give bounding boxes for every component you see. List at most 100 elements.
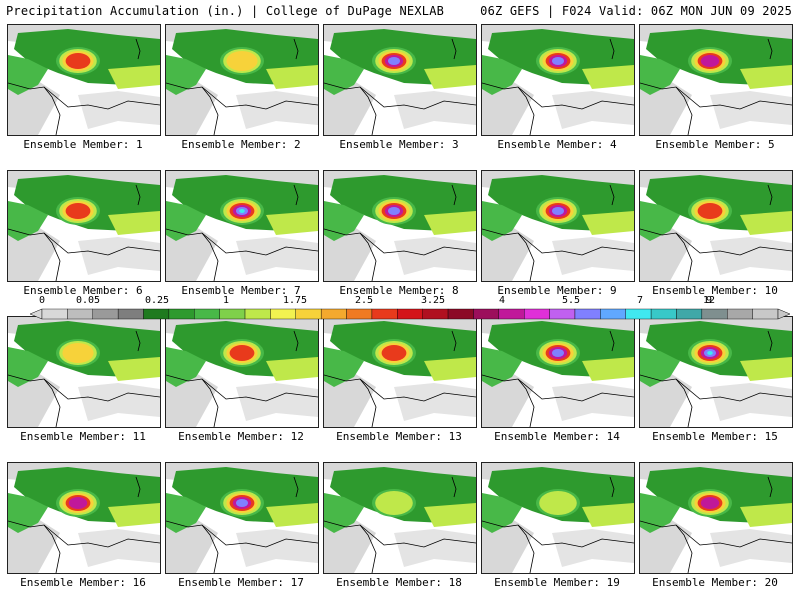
colorbar-bin <box>727 308 753 320</box>
lake-outline <box>293 184 299 206</box>
state-border <box>43 232 160 256</box>
colorbar-bin <box>498 308 525 320</box>
colorbar-tick-label: 0 <box>38 295 46 306</box>
precip-core <box>220 339 264 367</box>
lake-outline <box>767 330 773 352</box>
model-run-info: 06Z GEFS | F024 Valid: 06Z MON JUN 09 20… <box>480 4 792 18</box>
state-border <box>359 86 476 110</box>
map-panel <box>165 462 319 574</box>
ensemble-member-label: Ensemble Member: 16 <box>20 576 146 589</box>
map-panel <box>323 170 477 282</box>
colorbar-bin <box>625 308 652 320</box>
state-border <box>43 524 160 548</box>
coastline <box>324 520 377 573</box>
coastline <box>324 374 377 427</box>
colorbar-bin <box>676 308 703 320</box>
lake-outline <box>135 476 141 498</box>
colorbar-bin <box>473 308 500 320</box>
colorbar-bin <box>41 308 68 320</box>
ensemble-member-label: Ensemble Member: 3 <box>339 138 459 151</box>
precipitation-colorbar <box>30 308 790 320</box>
colorbar-bin <box>447 308 474 320</box>
state-border <box>675 524 792 548</box>
colorbar-tick-label: 0.25 <box>144 295 170 306</box>
colorbar-bin <box>67 308 93 320</box>
state-border <box>675 86 792 110</box>
coastline <box>8 82 61 135</box>
state-border <box>359 524 476 548</box>
colorbar-tick-label: 12 <box>702 295 716 306</box>
map-panel <box>165 24 319 136</box>
lake-outline <box>767 38 773 60</box>
ensemble-member-label: Ensemble Member: 11 <box>20 430 146 443</box>
lake-outline <box>767 184 773 206</box>
state-border <box>359 378 476 402</box>
map-panel <box>7 462 161 574</box>
coastline <box>640 374 693 427</box>
ensemble-member-label: Ensemble Member: 19 <box>494 576 620 589</box>
precip-core <box>372 197 416 225</box>
lake-outline <box>609 38 615 60</box>
ensemble-member-label: Ensemble Member: 6 <box>23 284 143 297</box>
colorbar-bin <box>117 308 144 320</box>
ensemble-member-label: Ensemble Member: 12 <box>178 430 304 443</box>
state-border <box>201 86 318 110</box>
precip-core <box>56 339 100 367</box>
coastline <box>482 374 535 427</box>
precip-core <box>536 197 580 225</box>
precip-core <box>688 489 732 517</box>
map-panel <box>639 462 793 574</box>
precip-core <box>56 197 100 225</box>
coastline <box>324 82 377 135</box>
map-panel <box>7 170 161 282</box>
coastline <box>166 374 219 427</box>
colorbar-bin <box>397 308 423 320</box>
ensemble-member-label: Ensemble Member: 8 <box>339 284 459 297</box>
map-panel <box>481 462 635 574</box>
coastline <box>8 520 61 573</box>
precip-core <box>536 339 580 367</box>
colorbar-tick-label: 3.25 <box>420 295 446 306</box>
coastline <box>482 520 535 573</box>
coastline <box>166 228 219 281</box>
colorbar-bin <box>549 308 576 320</box>
state-border <box>517 524 634 548</box>
ensemble-member-label: Ensemble Member: 10 <box>652 284 778 297</box>
state-border <box>517 86 634 110</box>
ensemble-member-label: Ensemble Member: 1 <box>23 138 143 151</box>
coastline <box>8 374 61 427</box>
colorbar-tick-label: 1 <box>222 295 230 306</box>
map-panel <box>7 24 161 136</box>
colorbar-max-arrow <box>777 308 790 320</box>
colorbar-bin <box>194 308 220 320</box>
coastline <box>8 228 61 281</box>
colorbar-tick-label: 0.05 <box>75 295 101 306</box>
state-border <box>201 378 318 402</box>
state-border <box>43 86 160 110</box>
precip-core <box>536 489 580 517</box>
lake-outline <box>293 38 299 60</box>
precip-core <box>220 197 264 225</box>
precip-core <box>688 339 732 367</box>
ensemble-member-label: Ensemble Member: 20 <box>652 576 778 589</box>
ensemble-member-label: Ensemble Member: 9 <box>497 284 617 297</box>
map-panel <box>165 316 319 428</box>
coastline <box>482 228 535 281</box>
ensemble-member-label: Ensemble Member: 4 <box>497 138 617 151</box>
colorbar-min-arrow <box>30 308 43 320</box>
colorbar-tick-label: 5.5 <box>561 295 581 306</box>
map-panel <box>639 170 793 282</box>
map-panel <box>323 316 477 428</box>
precip-core <box>372 489 416 517</box>
colorbar-bin <box>168 308 195 320</box>
colorbar-bin <box>92 308 119 320</box>
colorbar-bin <box>600 308 626 320</box>
ensemble-member-label: Ensemble Member: 5 <box>655 138 775 151</box>
colorbar-bin <box>320 308 347 320</box>
colorbar-bin <box>270 308 296 320</box>
ensemble-member-label: Ensemble Member: 15 <box>652 430 778 443</box>
map-panel <box>165 170 319 282</box>
state-border <box>201 524 318 548</box>
state-border <box>517 378 634 402</box>
lake-outline <box>609 184 615 206</box>
